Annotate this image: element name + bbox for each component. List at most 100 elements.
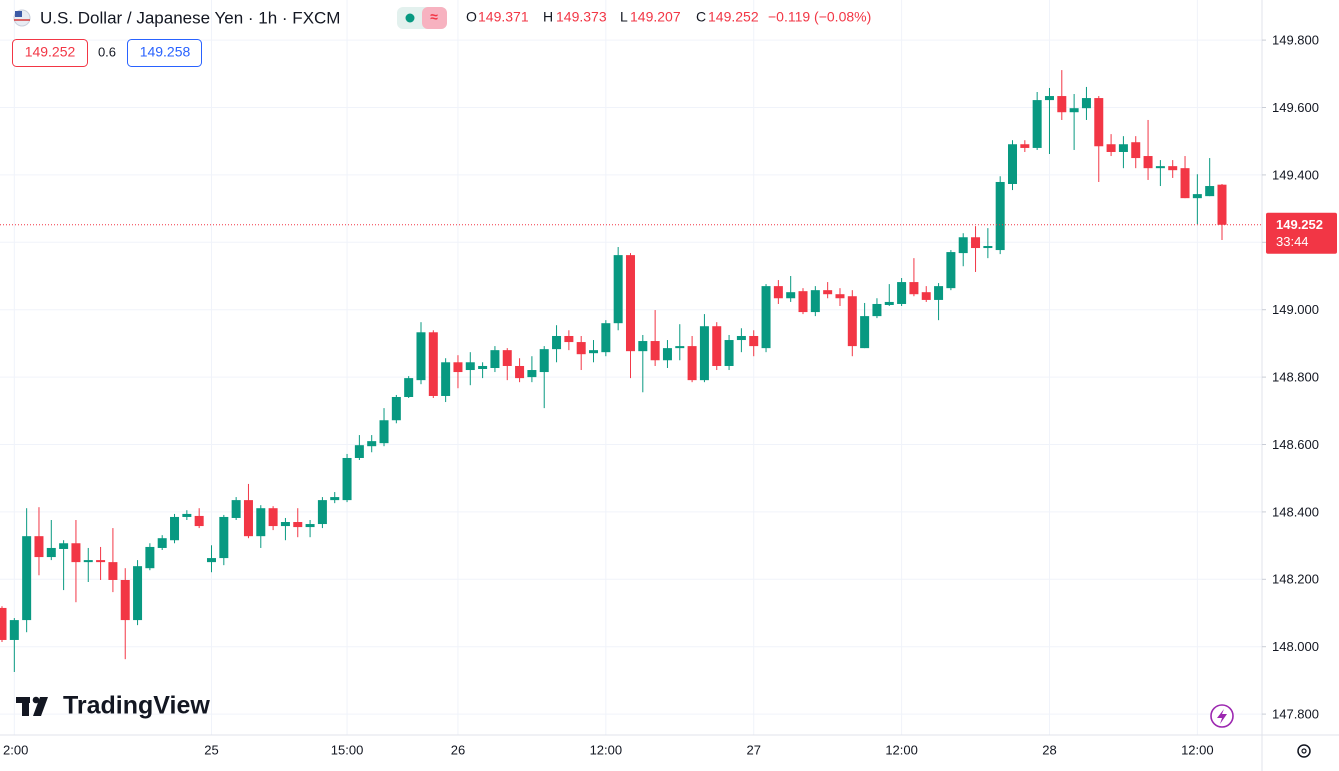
symbol-title[interactable]: U.S. Dollar / Japanese Yen · 1h · FXCM [40, 8, 340, 27]
candle-body [478, 365, 488, 370]
bid-price[interactable]: 149.252 [25, 44, 76, 60]
candle-body [958, 237, 968, 254]
ohlc-key: L [620, 9, 628, 25]
last-price-tag [1266, 212, 1337, 254]
ohlc-value: 149.373 [556, 9, 607, 25]
candle-body [884, 301, 894, 305]
y-tick-label: 148.000 [1272, 639, 1319, 654]
candle-body [268, 508, 278, 527]
candle-body [0, 607, 7, 640]
candle-body [773, 286, 783, 299]
candle-body [1057, 96, 1067, 113]
candle-body [539, 349, 549, 373]
candle-body [1069, 108, 1079, 113]
buy-button[interactable] [127, 39, 202, 67]
candle-body [810, 290, 820, 313]
candle-body [1217, 184, 1227, 225]
candle-body [601, 323, 611, 353]
candle-body [798, 291, 808, 313]
candle-body [305, 524, 315, 528]
grid [0, 0, 1262, 735]
candle-body [194, 515, 204, 527]
candle-body [256, 508, 266, 537]
market-open-dot [405, 13, 415, 23]
alerts-icon-bolt [1217, 709, 1227, 724]
x-tick-label: 12:00 [1181, 742, 1214, 757]
delay-pill[interactable] [422, 7, 447, 29]
x-tick-label: 2:00 [3, 742, 28, 757]
settings-icon[interactable] [1297, 744, 1311, 758]
candle-body [170, 516, 180, 541]
watermark: TradingView [63, 692, 210, 720]
candle-body [354, 445, 364, 458]
candle-body [1180, 168, 1190, 199]
candle-body [317, 500, 327, 525]
candle-body [453, 362, 463, 373]
ask-price[interactable]: 149.258 [140, 44, 191, 60]
sell-button[interactable] [12, 39, 88, 67]
candle-body [1032, 100, 1042, 148]
candle-body [34, 536, 44, 558]
logo-part [33, 697, 48, 716]
candle-body [823, 290, 833, 295]
candle-body [897, 282, 907, 304]
candle-body [96, 560, 106, 563]
candle-body [145, 546, 155, 569]
candle-body [847, 296, 857, 347]
logo-part [32, 696, 40, 704]
candle-body [736, 335, 746, 341]
watermark-logo[interactable]: TradingView [16, 692, 210, 720]
candle-body [1106, 144, 1116, 152]
candle-body [1131, 142, 1141, 159]
spread: 0.6 [98, 44, 116, 59]
y-tick-label: 149.000 [1272, 302, 1319, 317]
candle-body [527, 370, 537, 378]
candle-body [367, 441, 377, 447]
candle-body [835, 294, 845, 299]
x-tick-label: 12:00 [590, 742, 623, 757]
y-tick-label: 149.400 [1272, 167, 1319, 182]
x-tick-label: 25 [204, 742, 218, 757]
candle-body [1081, 98, 1091, 109]
candle-body [971, 237, 981, 249]
x-tick-label: 27 [746, 742, 760, 757]
candle-body [699, 326, 709, 381]
candle-body [564, 335, 574, 343]
candle-body [502, 350, 512, 366]
candle-body [934, 286, 944, 300]
x-tick-label: 12:00 [885, 742, 918, 757]
candle-body [909, 282, 919, 295]
candle-body [675, 346, 685, 349]
candle-body [330, 497, 340, 501]
ohlc-value: 149.371 [478, 9, 529, 25]
candle-body [465, 362, 475, 371]
candle-body [1192, 194, 1202, 199]
candle-body [576, 342, 586, 355]
candle-body [613, 255, 623, 324]
candle-body [416, 332, 426, 381]
candle-body [428, 332, 438, 396]
candle-body [1044, 96, 1054, 101]
candle-body [872, 303, 882, 317]
candle-body [182, 513, 192, 517]
ohlc-value: 149.207 [630, 9, 681, 25]
candle-body [712, 326, 722, 366]
candle-body [662, 348, 672, 361]
candle-body [9, 620, 19, 640]
candle-body [1020, 144, 1030, 148]
candle-body [761, 286, 771, 349]
candle-body [638, 341, 648, 352]
countdown: 33:44 [1276, 234, 1309, 249]
candle-body [589, 350, 599, 354]
candle-body [22, 536, 32, 621]
candle-body [108, 562, 118, 580]
y-tick-label: 148.600 [1272, 437, 1319, 452]
delay-icon: ≈ [430, 9, 438, 25]
x-tick-label: 28 [1042, 742, 1056, 757]
candle-body [120, 579, 130, 621]
ohlc-value: 149.252 [708, 9, 759, 25]
candle-body [83, 560, 93, 563]
axes: 147.800 148.000 148.200 148.400 148.600 148.8… [3, 33, 1337, 757]
candle-body [860, 316, 870, 349]
